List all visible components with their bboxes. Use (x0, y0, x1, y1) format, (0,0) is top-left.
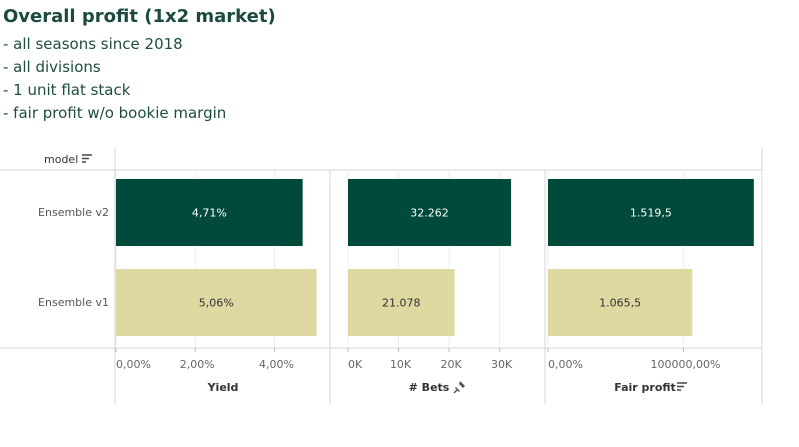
data-label: 1.065,5 (599, 297, 641, 310)
tick-label: 0,00% (116, 358, 151, 371)
header-layer: model (44, 153, 92, 166)
row-header-label: model (44, 153, 78, 166)
note-seasons: - all seasons since 2018 (3, 35, 183, 53)
data-label: 4,71% (192, 207, 227, 220)
tick-label: 10K (390, 358, 412, 371)
note-divisions: - all divisions (3, 58, 101, 76)
chart-title: Overall profit (1x2 market) (3, 6, 276, 27)
sort-icon[interactable] (677, 382, 687, 391)
bar[interactable] (116, 269, 317, 336)
category-label: Ensemble v1 (38, 296, 109, 309)
notes-list: - all seasons since 2018 - all divisions… (3, 33, 226, 125)
bar[interactable] (348, 179, 512, 246)
pin-icon[interactable] (453, 381, 465, 394)
tick-label: 20K (441, 358, 463, 371)
measure-title: # Bets (409, 381, 450, 394)
category-label: Ensemble v2 (38, 206, 109, 219)
measure-title: Fair profit (614, 381, 676, 394)
bar[interactable] (348, 269, 455, 336)
bar[interactable] (548, 269, 693, 336)
data-label: 5,06% (199, 297, 234, 310)
tick-label: 4,00% (259, 358, 294, 371)
bar-layer (116, 179, 754, 336)
note-stake: - 1 unit flat stack (3, 81, 131, 99)
data-label: 21.078 (382, 297, 421, 310)
tick-label: 2,00% (180, 358, 215, 371)
tick-label: 0K (348, 358, 363, 371)
bar[interactable] (548, 179, 754, 246)
tick-label: 30K (491, 358, 513, 371)
tick-label: 100000,00% (650, 358, 720, 371)
data-label: 32.262 (410, 207, 449, 220)
note-fair-profit: - fair profit w/o bookie margin (3, 104, 227, 122)
data-label: 1.519,5 (630, 207, 672, 220)
bar[interactable] (116, 179, 303, 246)
measure-title: Yield (207, 381, 239, 394)
tick-label: 0,00% (548, 358, 583, 371)
row-header-sort-icon[interactable] (82, 154, 92, 163)
label-layer: Ensemble v2 Ensemble v1 0,00% 2,00% 4,00% 4,7… (38, 206, 720, 394)
